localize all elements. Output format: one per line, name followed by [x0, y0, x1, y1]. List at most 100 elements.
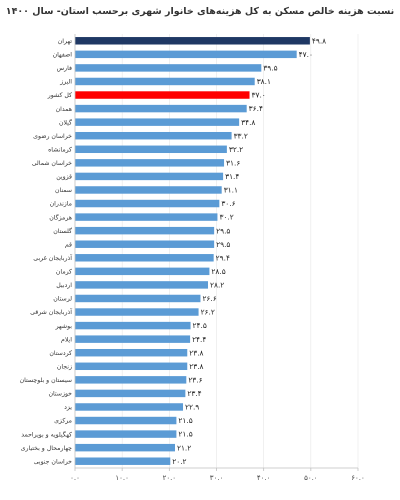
value-label: ۲۶.۶	[202, 294, 216, 303]
category-label: البرز	[59, 79, 72, 86]
value-label: ۴۷.۰	[299, 50, 313, 59]
category-label: کرمان	[56, 269, 72, 276]
category-label: بوشهر	[55, 323, 73, 330]
category-label: کهگیلویه و بویراحمد	[21, 430, 72, 438]
x-tick-label: ۵۰.۰	[304, 474, 318, 482]
bar	[75, 37, 310, 45]
value-label: ۳۰.۲	[219, 213, 233, 222]
value-label: ۳۹.۵	[263, 64, 277, 73]
value-label: ۲۶.۲	[201, 308, 215, 317]
value-label: ۲۳.۸	[189, 362, 203, 371]
value-label: ۲۴.۵	[193, 321, 207, 330]
category-label: سیستان و بلوچستان	[20, 377, 72, 384]
value-label: ۲۸.۲	[210, 281, 224, 290]
bar	[75, 416, 177, 425]
value-label: ۳۶.۴	[249, 104, 263, 113]
x-tick-label: ۴۰.۰	[257, 474, 271, 482]
chart-title: نسبت هزینه خالص مسکن به کل هزینه‌های خان…	[5, 6, 395, 17]
bar	[75, 240, 215, 248]
value-label: ۲۲.۹	[185, 403, 199, 412]
category-label: تهران	[58, 38, 73, 45]
value-label: ۳۱.۶	[226, 158, 240, 167]
category-label: کل کشور	[47, 92, 72, 99]
category-label: کرمانشاه	[48, 146, 72, 153]
category-label: خراسان جنوبی	[34, 458, 72, 465]
x-tick-label: ۳۰.۰	[210, 474, 224, 482]
bar	[75, 186, 222, 194]
category-label: خوزستان	[49, 391, 73, 398]
category-label: لرستان	[53, 296, 72, 303]
category-label: آذربایجان غربی	[33, 253, 72, 262]
category-label: گلستان	[53, 227, 72, 235]
bar	[75, 226, 215, 235]
value-label: ۲۹.۵	[216, 240, 230, 249]
bar	[75, 267, 210, 276]
category-label: چهارمحال و بختیاری	[21, 445, 73, 452]
category-label: اردبیل	[56, 282, 72, 289]
value-label: ۲۸.۵	[211, 267, 225, 276]
bar	[75, 348, 188, 357]
bar	[75, 430, 177, 438]
category-label: قم	[65, 241, 72, 248]
value-label: ۳۳.۲	[234, 131, 248, 140]
bar	[75, 91, 250, 99]
category-label: مرکزی	[54, 418, 72, 425]
value-label: ۳۲.۲	[229, 145, 243, 154]
bar	[75, 50, 297, 59]
bar	[75, 376, 187, 384]
category-label: قزوین	[56, 174, 72, 181]
category-label: گیلان	[59, 118, 72, 126]
bar	[75, 172, 224, 181]
value-label: ۲۴.۴	[192, 335, 206, 344]
value-label: ۲۳.۸	[189, 348, 203, 357]
value-label: ۲۱.۵	[178, 430, 192, 439]
bar	[75, 104, 247, 113]
category-label: مازندران	[50, 201, 72, 208]
bar	[75, 131, 232, 140]
x-tick-label: ۲۰.۰	[163, 474, 177, 482]
bar	[75, 294, 201, 303]
value-label: ۳۰.۶	[221, 199, 235, 208]
bar	[75, 308, 199, 316]
bar	[75, 389, 186, 398]
category-label: هرمزگان	[49, 213, 72, 221]
bar	[75, 254, 214, 262]
category-label: کردستان	[49, 350, 72, 357]
value-label: ۳۱.۴	[225, 172, 239, 181]
bar	[75, 213, 218, 221]
x-tick-label: ۶۰.۰	[351, 474, 365, 482]
value-label: ۳۴.۸	[241, 118, 255, 127]
category-label: اصفهان	[53, 52, 73, 59]
value-label: ۲۰.۲	[172, 457, 186, 466]
bar	[75, 457, 171, 465]
category-label: همدان	[56, 106, 72, 113]
value-label: ۴۹.۸	[312, 36, 326, 45]
bar	[75, 77, 255, 86]
bar	[75, 145, 227, 154]
value-label: ۳۷.۰	[252, 91, 266, 100]
bar	[75, 362, 188, 371]
value-label: ۲۳.۴	[187, 389, 201, 398]
bar	[75, 335, 191, 343]
category-label: فارس	[57, 65, 72, 72]
bar	[75, 118, 240, 126]
category-label: سمنان	[55, 187, 72, 194]
category-label: خراسان رضوی	[33, 133, 72, 140]
value-label: ۲۹.۵	[216, 226, 230, 235]
x-tick-label: ۱۰.۰	[115, 474, 129, 482]
category-label: خراسان شمالی	[32, 160, 72, 167]
bar	[75, 403, 184, 411]
x-tick-label: ۰.۰	[70, 474, 80, 482]
value-label: ۲۱.۲	[177, 443, 191, 452]
value-label: ۲۱.۵	[178, 416, 192, 425]
bar	[75, 443, 175, 452]
value-label: ۳۱.۱	[224, 186, 238, 195]
category-label: آذربایجان شرقی	[30, 307, 72, 316]
value-label: ۲۳.۶	[188, 375, 202, 384]
value-label: ۲۹.۴	[216, 253, 230, 262]
bar	[75, 64, 262, 72]
bar	[75, 321, 191, 330]
category-label: ایلام	[61, 336, 72, 343]
bar	[75, 159, 225, 167]
